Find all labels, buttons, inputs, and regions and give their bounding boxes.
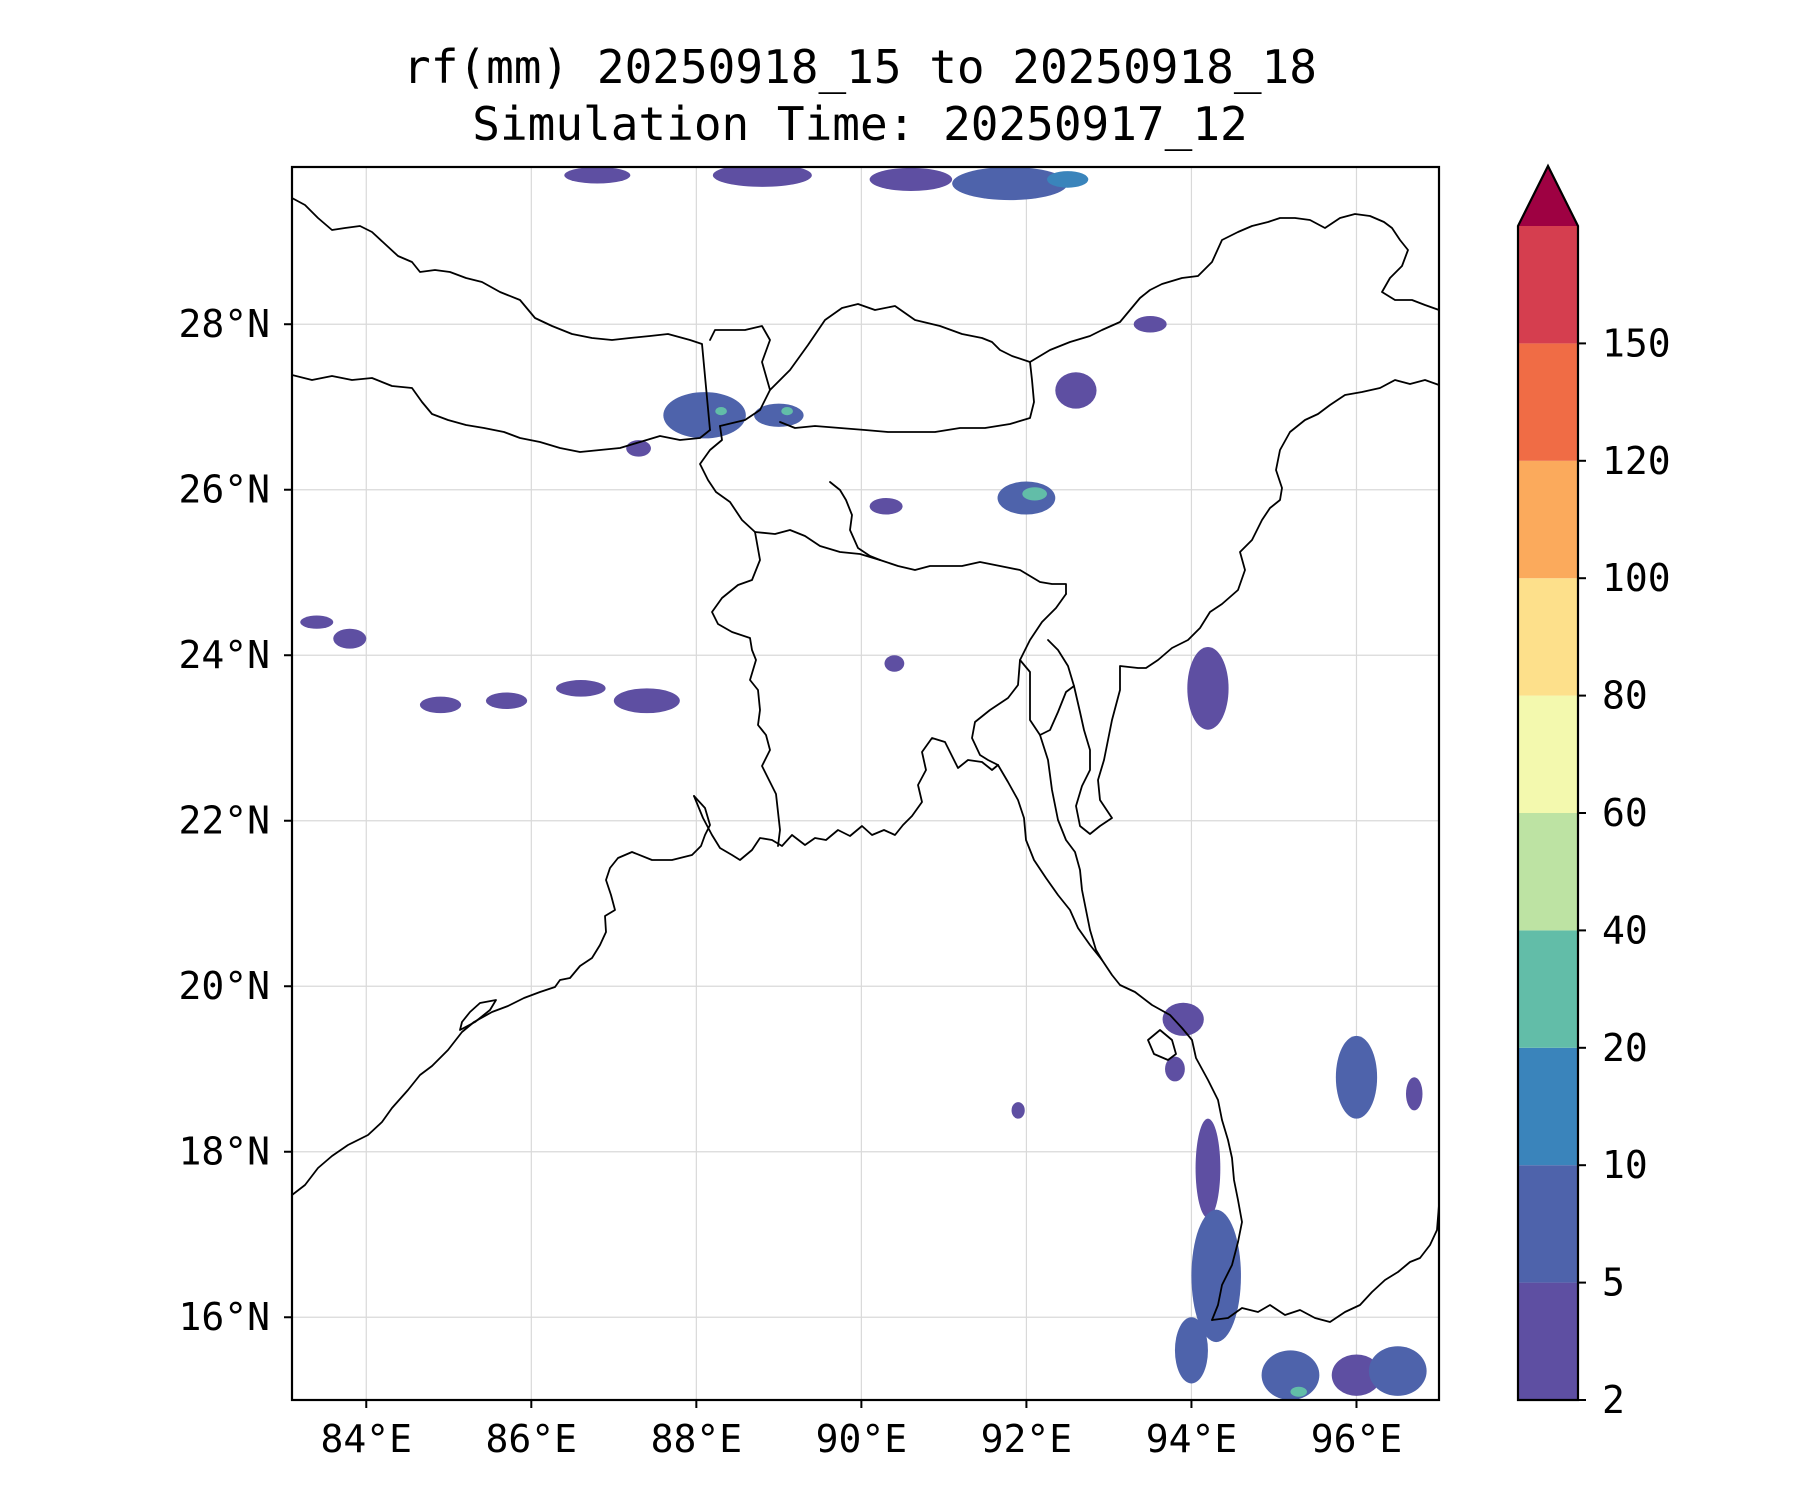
- lat-tick-label: 20°N: [178, 964, 270, 1008]
- border-bangladesh-west: [699, 425, 781, 847]
- rain-cell: [1011, 1102, 1025, 1119]
- lon-tick-label: 92°E: [981, 1417, 1073, 1461]
- rain-cell: [1335, 1035, 1378, 1119]
- border-arunachal: [1029, 213, 1439, 363]
- colorbar-label: 2: [1602, 1378, 1625, 1422]
- coastline-myanmar-west: [997, 764, 1243, 1321]
- rain-cell: [300, 615, 334, 629]
- lat-tick-label: 26°N: [178, 468, 270, 512]
- rain-cell: [1331, 1354, 1382, 1396]
- rain-cell: [1187, 646, 1229, 730]
- border-bhutan: [769, 303, 1035, 433]
- island-ramree: [1147, 1029, 1177, 1061]
- rain-cell: [869, 498, 903, 515]
- rain-cell: [1191, 1209, 1241, 1343]
- lat-tick-label: 22°N: [178, 799, 270, 843]
- colorbar-segment: [1518, 930, 1578, 1048]
- colorbar-label: 60: [1602, 791, 1648, 835]
- colorbar-segment: [1518, 1047, 1578, 1166]
- border-bangladesh-east: [971, 593, 1067, 766]
- lat-tick-label: 18°N: [178, 1130, 270, 1174]
- colorbar-label: 5: [1602, 1261, 1625, 1305]
- colorbar-extend-arrow: [1518, 166, 1578, 226]
- colorbar-segment: [1518, 813, 1578, 931]
- colorbar-label: 10: [1602, 1143, 1648, 1187]
- rain-cell: [1368, 1346, 1427, 1396]
- rain-cell: [1261, 1350, 1320, 1400]
- border-nepal-india-south: [292, 374, 711, 453]
- lon-tick-label: 96°E: [1311, 1417, 1403, 1461]
- rain-cell: [1405, 1077, 1423, 1111]
- rain-cell: [419, 696, 462, 714]
- colorbar-label: 40: [1602, 908, 1648, 952]
- rain-cell: [564, 167, 631, 184]
- rain-cell: [1162, 1002, 1204, 1036]
- coastlines-and-borders: [292, 197, 1439, 1323]
- border-meghalaya: [829, 481, 881, 561]
- border-india-myanmar: [1073, 379, 1439, 835]
- lon-tick-label: 90°E: [816, 1417, 908, 1461]
- colorbar-segment: [1518, 578, 1578, 696]
- colorbar-outline: [1516, 163, 1580, 1402]
- rain-cell: [869, 167, 953, 191]
- rain-cell: [952, 167, 1068, 201]
- colorbar-segment: [1518, 226, 1578, 344]
- colorbar-label: 20: [1602, 1026, 1648, 1070]
- border-nepal-china: [292, 197, 711, 431]
- gridlines: [292, 167, 1439, 1400]
- rain-cell: [781, 406, 793, 416]
- coastline-myanmar-south: [1211, 1204, 1439, 1323]
- rain-cell: [884, 655, 905, 672]
- coastline-india-east: [292, 795, 711, 1196]
- rain-cell: [1022, 487, 1048, 501]
- rain-cell: [1055, 372, 1097, 409]
- lon-tick-label: 86°E: [486, 1417, 578, 1461]
- longitude-axis: 84°E 86°E 88°E 90°E 92°E 94°E 96°E: [321, 1400, 1403, 1461]
- map-frame: [290, 165, 1441, 1402]
- lon-tick-label: 88°E: [651, 1417, 743, 1461]
- lon-tick-label: 94°E: [1146, 1417, 1238, 1461]
- colorbar-label: 120: [1602, 439, 1671, 483]
- rain-cell: [333, 628, 367, 649]
- border-bangladesh-north: [754, 529, 1067, 595]
- title-line-2: Simulation Time: 20250917_12: [472, 97, 1247, 151]
- lat-tick-label: 16°N: [178, 1295, 270, 1339]
- border-sikkim: [709, 325, 771, 427]
- border-mizoram: [1039, 734, 1103, 961]
- colorbar-segment: [1518, 695, 1578, 813]
- rain-cell: [485, 692, 528, 710]
- rain-cell: [1195, 1118, 1221, 1218]
- colorbar: 2 5 10 20 40 60 80 100 120 150: [1516, 163, 1671, 1422]
- title-line-1: rf(mm) 20250918_15 to 20250918_18: [403, 40, 1317, 94]
- latitude-axis: 16°N 18°N 20°N 22°N 24°N 26°N 28°N: [178, 302, 292, 1339]
- map-area: 84°E 86°E 88°E 90°E 92°E 94°E 96°E 16°N 18°N 20°…: [178, 165, 1441, 1461]
- lat-tick-label: 28°N: [178, 302, 270, 346]
- colorbar-label: 100: [1602, 556, 1671, 600]
- rain-cell: [556, 680, 606, 697]
- rain-cell: [1047, 171, 1089, 188]
- colorbar-label: 150: [1602, 321, 1671, 365]
- border-tripura: [1019, 639, 1075, 736]
- rain-cell: [1290, 1386, 1307, 1397]
- rain-cell: [1165, 1056, 1185, 1082]
- lon-tick-label: 84°E: [321, 1417, 413, 1461]
- colorbar-label: 80: [1602, 674, 1648, 718]
- rain-cell: [712, 167, 812, 187]
- lat-tick-label: 24°N: [178, 633, 270, 677]
- rain-cell: [663, 392, 746, 439]
- coastline-bangladesh: [693, 737, 999, 861]
- rain-cell: [613, 688, 680, 714]
- rain-cell: [1133, 315, 1167, 333]
- colorbar-segment: [1518, 1165, 1578, 1283]
- colorbar-segment: [1518, 343, 1578, 461]
- rainfall-layer: [300, 167, 1427, 1400]
- island-chilika: [459, 999, 497, 1031]
- rain-cell: [1174, 1317, 1208, 1384]
- colorbar-segment: [1518, 460, 1578, 579]
- rain-cell: [715, 406, 727, 416]
- colorbar-segment: [1518, 1282, 1578, 1400]
